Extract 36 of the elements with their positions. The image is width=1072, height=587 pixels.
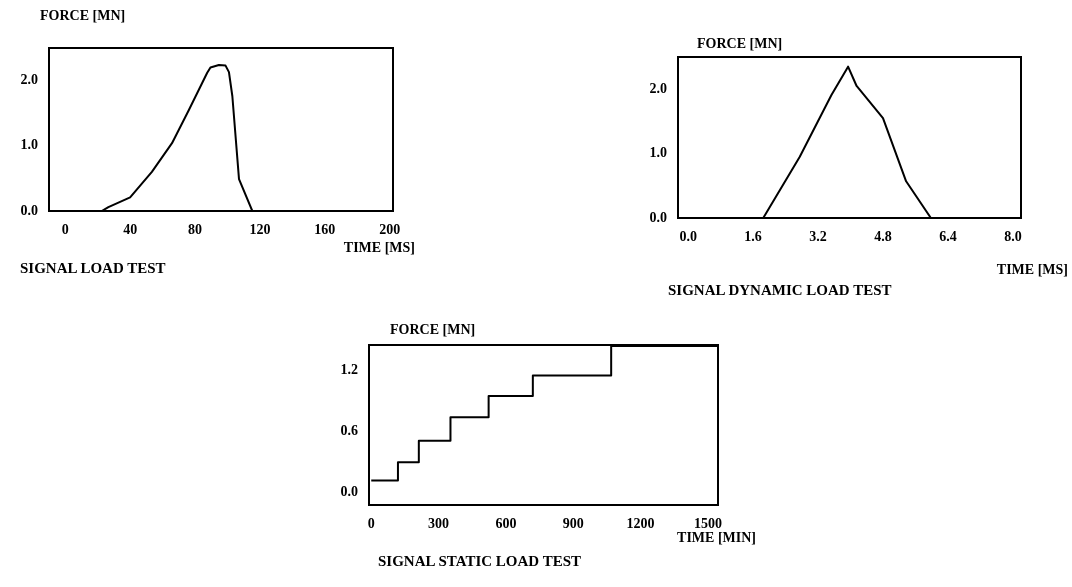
x-tick-label: 8.0 (1004, 229, 1022, 245)
x-tick-label: 0 (61, 222, 69, 238)
x-tick-label: 900 (562, 516, 584, 532)
x-tick-label: 3.2 (809, 229, 827, 245)
x-tick-label: 300 (428, 516, 450, 532)
text: SIGNAL STATIC LOAD TEST (378, 553, 581, 570)
y-tick-label: 1.0 (20, 137, 38, 153)
x-tick-label: 1500 (693, 516, 722, 532)
text: SIGNAL LOAD TEST (20, 260, 166, 277)
text: SIGNAL DYNAMIC LOAD TEST (668, 282, 892, 299)
x-tick-label: 600 (495, 516, 517, 532)
x-tick-label: 0.0 (679, 229, 697, 245)
x-tick-label: 1.6 (744, 229, 762, 245)
x-tick-label: 6.4 (939, 229, 957, 245)
x-axis-title: TIME [MS] (343, 240, 415, 256)
y-tick-label: 0.6 (340, 423, 358, 439)
y-axis-title: FORCE [MN] (390, 322, 476, 338)
x-axis-title: TIME [MIN] (677, 530, 756, 546)
x-tick-label: 4.8 (874, 229, 892, 245)
x-tick-label: 120 (249, 222, 271, 238)
y-tick-label: 0.0 (649, 209, 667, 225)
y-tick-label: 2.0 (20, 72, 38, 88)
y-tick-label: 1.0 (649, 145, 667, 161)
y-axis-title: FORCE [MN] (697, 36, 783, 52)
x-tick-label: 1200 (626, 516, 655, 532)
x-tick-label: 160 (314, 222, 336, 238)
y-tick-label: 0.0 (20, 202, 38, 218)
x-axis-title: TIME [MS] (996, 262, 1068, 278)
x-tick-label: 0 (367, 516, 375, 532)
x-tick-label: 200 (379, 222, 401, 238)
y-axis-title: FORCE [MN] (40, 8, 126, 24)
y-tick-label: 1.2 (340, 362, 358, 378)
y-tick-label: 0.0 (340, 484, 358, 500)
y-tick-label: 2.0 (649, 80, 667, 96)
x-tick-label: 40 (123, 222, 138, 238)
x-tick-label: 80 (188, 222, 203, 238)
